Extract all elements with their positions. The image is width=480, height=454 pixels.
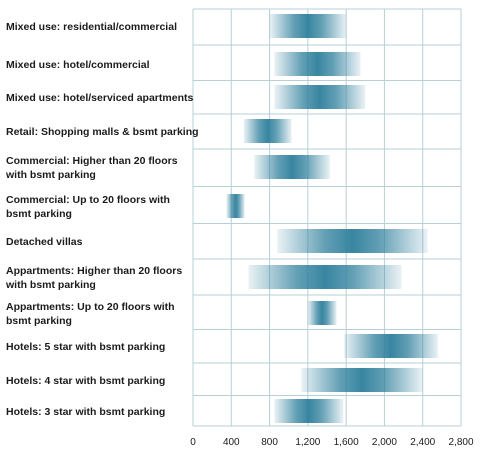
range-bar [344,334,439,358]
category-label: Appartments: Higher than 20 floors [6,265,182,277]
category-label: Mixed use: hotel/serviced apartments [6,92,193,104]
category-label: Hotels: 3 star with bsmt parking [6,406,165,418]
category-label: Commercial: Up to 20 floors with [6,194,170,206]
range-bar [274,399,344,423]
range-bar [226,194,245,218]
x-axis-ticks: 0 400 800 1,200 1,600 2,000 2,400 2,800 [190,437,474,448]
range-bar [307,301,337,325]
range-bar [254,155,330,179]
category-label: bsmt parking [6,315,72,327]
category-label: with bsmt parking [5,279,96,291]
x-tick-label: 2,400 [410,437,435,448]
category-label: Retail: Shopping malls & bsmt parking [6,126,199,138]
range-bar [269,14,347,38]
category-label: Detached villas [6,236,83,248]
category-label: with bsmt parking [5,169,96,181]
x-tick-label: 800 [261,437,278,448]
category-label: Mixed use: residential/commercial [6,21,177,33]
range-bar [248,265,402,289]
category-label: Appartments: Up to 20 floors with [6,301,175,313]
category-labels: Mixed use: residential/commercial Mixed u… [5,21,199,418]
range-bar [243,119,292,143]
x-tick-label: 400 [223,437,240,448]
range-bar [277,229,428,253]
x-tick-label: 2,800 [448,437,473,448]
x-tick-label: 1,200 [295,437,320,448]
category-label: Hotels: 5 star with bsmt parking [6,341,165,353]
range-bar [274,52,361,76]
category-label: Commercial: Higher than 20 floors [6,155,178,167]
grid [192,8,462,427]
range-bars [226,14,439,423]
category-label: Hotels: 4 star with bsmt parking [6,375,165,387]
x-tick-label: 2,000 [372,437,397,448]
category-label: bsmt parking [6,208,72,220]
category-label: Mixed use: hotel/commercial [6,59,150,71]
x-tick-label: 0 [190,437,196,448]
range-bar [274,85,366,109]
x-tick-label: 1,600 [334,437,359,448]
range-bar [301,368,423,392]
